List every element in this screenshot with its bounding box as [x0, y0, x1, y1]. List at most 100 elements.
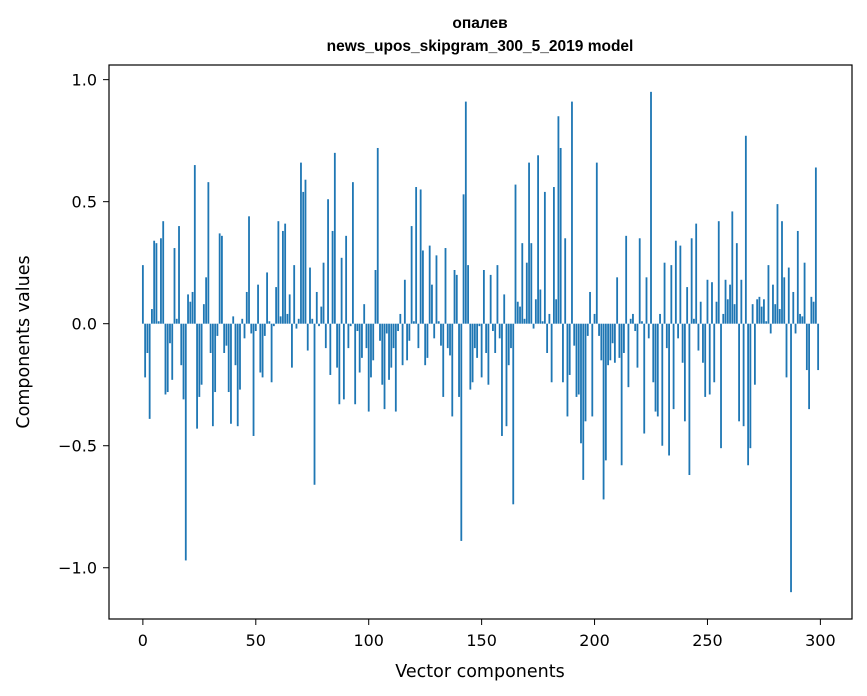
bar [688, 323, 691, 476]
bar [496, 265, 499, 324]
bar [641, 321, 643, 324]
bar [385, 323, 388, 334]
bar [200, 323, 203, 385]
bar [812, 301, 815, 324]
bar [435, 255, 438, 324]
bar [573, 323, 576, 346]
bar [476, 323, 479, 358]
bar [254, 323, 257, 332]
bar [295, 323, 298, 329]
bar [342, 323, 345, 400]
bar [623, 323, 625, 353]
bar [266, 272, 268, 324]
bar [566, 323, 569, 417]
x-tick-label: 250 [692, 631, 723, 650]
bar [469, 323, 472, 390]
bars-group [141, 91, 820, 593]
bar [288, 294, 291, 324]
bar [173, 248, 176, 324]
bar [740, 279, 743, 324]
bar [699, 301, 702, 324]
bar [528, 162, 530, 324]
bar [171, 323, 174, 380]
bar [151, 309, 153, 324]
bar [182, 323, 185, 400]
bar [492, 323, 494, 332]
bar [575, 323, 578, 397]
bar [245, 291, 248, 324]
bar [505, 323, 508, 427]
bar [713, 323, 716, 383]
bar [205, 277, 208, 324]
bar [722, 313, 725, 324]
bar [225, 323, 228, 346]
bar [415, 187, 418, 324]
bar [440, 323, 442, 346]
bar [473, 323, 476, 349]
bar [180, 323, 183, 366]
bar [178, 226, 180, 324]
bar [160, 238, 162, 324]
bar [697, 323, 700, 351]
bar [501, 323, 503, 436]
bar [223, 323, 226, 353]
bar [668, 323, 670, 456]
bar [814, 167, 817, 324]
bar [598, 323, 600, 336]
bar [144, 323, 147, 378]
bar [706, 279, 709, 324]
bar [541, 321, 544, 324]
bar [372, 323, 375, 361]
bar [354, 323, 357, 405]
bar [683, 323, 686, 422]
bar [327, 199, 329, 324]
bar [735, 243, 738, 324]
bar [340, 257, 343, 324]
bar [600, 323, 603, 361]
bar [487, 323, 490, 385]
bar [243, 323, 246, 339]
bar [733, 304, 736, 324]
bar [523, 318, 526, 324]
bar [620, 323, 623, 466]
bar [763, 299, 765, 324]
bar [647, 323, 650, 339]
bar [704, 323, 707, 397]
bar [281, 230, 284, 324]
bar [261, 323, 264, 378]
bar [767, 265, 770, 324]
bar [552, 187, 555, 324]
bar [352, 182, 354, 324]
bar [602, 323, 605, 500]
bar [460, 323, 463, 541]
bar [661, 323, 664, 446]
bar [166, 323, 169, 393]
bar [433, 323, 436, 339]
bar [726, 299, 729, 324]
bar [593, 313, 596, 324]
bar [248, 216, 250, 324]
bar [345, 235, 348, 324]
bar [539, 289, 542, 324]
bar [349, 323, 352, 327]
bar [467, 265, 469, 324]
bar [564, 238, 567, 324]
bar [686, 287, 689, 324]
x-tick-label: 300 [805, 631, 836, 650]
bar [582, 323, 585, 480]
bar [521, 243, 524, 324]
bar [632, 313, 634, 324]
bar [358, 323, 361, 373]
bar [738, 323, 740, 422]
x-tick-label: 0 [138, 631, 148, 650]
bar [403, 279, 406, 324]
bar [494, 323, 497, 353]
bar [589, 291, 591, 324]
bar [164, 323, 167, 395]
x-tick-label: 200 [579, 631, 610, 650]
bar [146, 323, 149, 353]
y-tick-label: −1.0 [58, 559, 97, 578]
bar [801, 316, 804, 324]
